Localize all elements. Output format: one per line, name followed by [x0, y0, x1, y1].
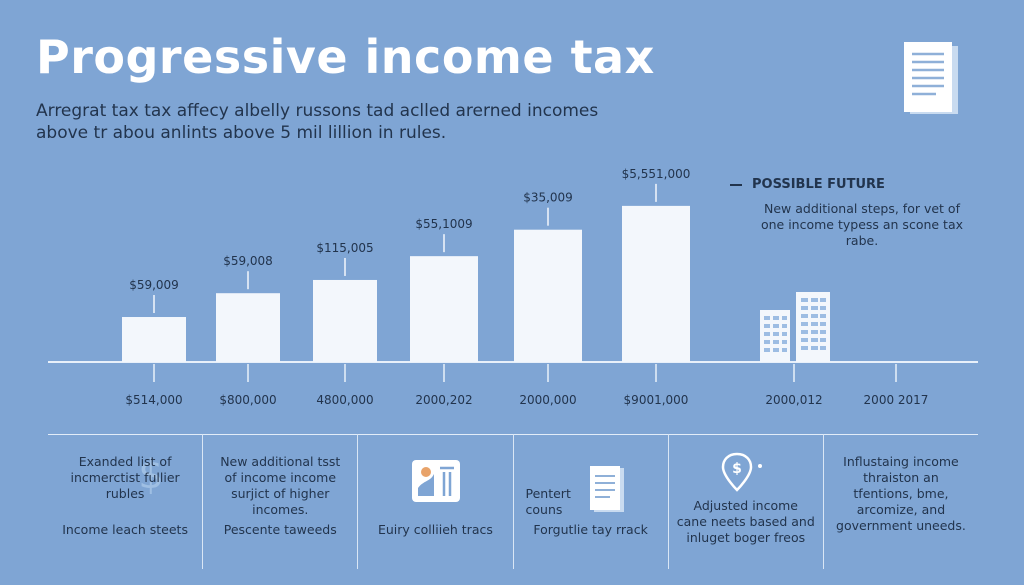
dollar-icon: $	[138, 452, 163, 498]
data-label: $59,008	[223, 254, 273, 268]
info-panels: $ Exanded list of incmerctist fullier ru…	[48, 434, 978, 569]
panel-text-top: Exanded list of incmerctist fullier rubl…	[70, 454, 180, 501]
chart-bar	[410, 256, 478, 362]
future-heading-text: POSSIBLE FUTURE	[752, 177, 885, 192]
panel-text-bottom: Income leach steets	[62, 522, 188, 537]
future-heading: POSSIBLE FUTURE	[730, 177, 885, 192]
x-tick-label: $9001,000	[624, 393, 689, 407]
chart-bar	[313, 279, 377, 362]
panel-text-bottom: Adjusted income cane neets based and inl…	[676, 498, 815, 545]
x-tick-label: 2000 2017	[864, 393, 929, 407]
info-panel: New additional tsst of income income sur…	[202, 434, 357, 569]
dash-divider	[730, 183, 742, 186]
panel-text-bottom: Pescente taweeds	[223, 522, 337, 537]
x-tick-label: 2000,012	[765, 393, 822, 407]
data-label: $115,005	[316, 241, 373, 255]
panel-text-top: Influstaing income thraiston an tfention…	[836, 454, 966, 533]
document-icon	[904, 42, 958, 114]
chart-bar	[122, 317, 186, 362]
page-title: Progressive income tax	[36, 30, 655, 84]
location-dollar-icon: $	[721, 452, 762, 492]
panel-text-bottom: Forgutlie tay rrack	[533, 522, 648, 537]
x-tick-label: $514,000	[125, 393, 182, 407]
future-description: New additional steps, for vet of one inc…	[760, 201, 964, 248]
data-label: $55,1009	[415, 217, 472, 231]
panel-text-bottom: Euiry colliieh tracs	[377, 522, 493, 537]
x-tick-label: 2000,000	[519, 393, 576, 407]
x-tick-label: $800,000	[219, 393, 276, 407]
data-label: $5,551,000	[622, 167, 691, 181]
data-label: $35,009	[523, 191, 573, 205]
info-panel: Euiry colliieh tracs	[357, 434, 512, 569]
data-label: $59,009	[129, 278, 179, 292]
info-panel: Pentert couns Forgutlie tay rrack	[512, 434, 668, 569]
svg-text:$: $	[732, 461, 742, 477]
bar-chart: $59,009 $514,000 $59,008 $800,000 $115,005 48…	[48, 167, 978, 407]
chart-bar	[622, 205, 690, 362]
svg-text:$: $	[138, 452, 163, 498]
x-tick-label: 4800,000	[316, 393, 373, 407]
building-icon	[760, 292, 830, 362]
page-subtitle: Arregrat tax tax affecy albelly russons …	[36, 101, 599, 143]
document-icon	[589, 466, 624, 512]
info-panel: $ Adjusted income cane neets based and i…	[667, 434, 823, 569]
info-panel: $ Exanded list of incmerctist fullier ru…	[48, 434, 202, 569]
document-chart-icon	[412, 460, 461, 502]
x-tick-label: 2000,202	[415, 393, 472, 407]
panel-text-top: New additional tsst of income income sur…	[220, 454, 341, 517]
chart-bar	[514, 229, 582, 362]
panel-text-top: Pentert couns	[525, 486, 571, 517]
info-panel: Influstaing income thraiston an tfention…	[822, 434, 978, 569]
chart-bar	[216, 293, 280, 362]
